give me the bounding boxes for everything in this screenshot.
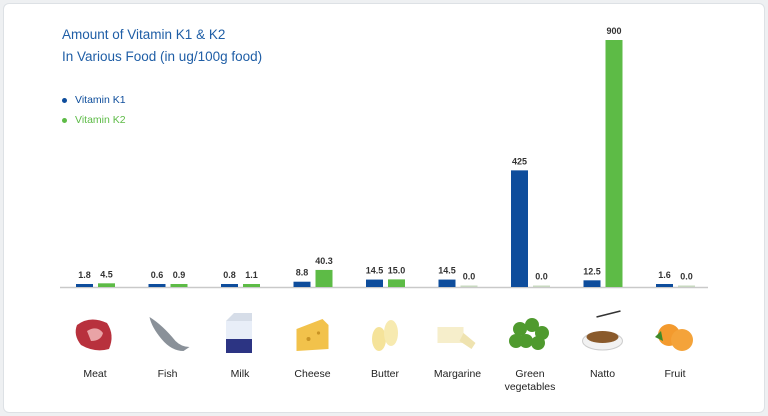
bar-k2 bbox=[605, 40, 623, 287]
data-label: 12.5 bbox=[583, 266, 601, 276]
chart-title: Amount of Vitamin K1 & K2 bbox=[62, 27, 226, 42]
category-label: Green vegetables bbox=[504, 368, 556, 393]
category-label: Fruit bbox=[664, 368, 686, 380]
data-label: 1.6 bbox=[658, 270, 671, 280]
bar-k2 bbox=[315, 269, 333, 287]
bar-k2 bbox=[388, 279, 405, 287]
bar-k2 bbox=[243, 284, 260, 287]
data-label: 0.9 bbox=[173, 270, 186, 280]
bar-k1 bbox=[438, 279, 456, 287]
data-label: 0.0 bbox=[463, 272, 476, 282]
data-label: 0.6 bbox=[151, 270, 164, 280]
category-label: Cheese bbox=[294, 368, 331, 380]
bar-k2 bbox=[170, 284, 188, 287]
data-label: 0.0 bbox=[680, 272, 693, 282]
legend-item-k1: Vitamin K1 bbox=[62, 94, 126, 106]
legend-label: Vitamin K2 bbox=[75, 114, 126, 126]
chart-subtitle: In Various Food (in ug/100g food) bbox=[62, 49, 263, 64]
data-label: 8.8 bbox=[296, 268, 309, 278]
butter-icon bbox=[372, 320, 398, 351]
bar-k1 bbox=[76, 284, 93, 287]
data-label: 1.8 bbox=[78, 270, 91, 280]
category-label: Natto bbox=[589, 368, 616, 380]
bar-k1 bbox=[511, 170, 528, 287]
meat-icon bbox=[75, 319, 112, 351]
data-label: 14.5 bbox=[366, 266, 384, 276]
category-label: Milk bbox=[230, 368, 250, 380]
bar-k2 bbox=[533, 285, 550, 287]
category-label: Butter bbox=[370, 368, 399, 380]
bar-k2 bbox=[460, 285, 478, 287]
data-label: 1.1 bbox=[245, 270, 258, 280]
bar-k1 bbox=[656, 284, 673, 287]
cheese-icon bbox=[296, 319, 329, 351]
natto-icon bbox=[582, 310, 623, 351]
category-label: Fish bbox=[157, 368, 178, 380]
green-vegetables-icon bbox=[509, 318, 549, 350]
legend-item-k2: Vitamin K2 bbox=[62, 114, 126, 126]
data-label: 4.5 bbox=[100, 269, 113, 279]
legend-swatch bbox=[62, 97, 67, 103]
data-label: 0.0 bbox=[535, 272, 548, 282]
data-label: 0.8 bbox=[223, 270, 236, 280]
data-label: 900 bbox=[606, 26, 621, 36]
data-label: 15.0 bbox=[388, 265, 406, 275]
legend-label: Vitamin K1 bbox=[75, 94, 126, 106]
bar-k1 bbox=[221, 284, 238, 287]
data-label: 425 bbox=[512, 156, 527, 166]
data-label: 14.5 bbox=[438, 266, 456, 276]
bar-k1 bbox=[583, 280, 601, 287]
bar-k2 bbox=[678, 285, 695, 287]
data-label: 40.3 bbox=[315, 256, 333, 266]
bar-k1 bbox=[366, 279, 383, 287]
bar-k1 bbox=[148, 284, 166, 287]
milk-icon bbox=[226, 313, 252, 353]
fish-icon bbox=[149, 317, 190, 351]
category-label: Margarine bbox=[433, 368, 482, 380]
fruit-icon bbox=[655, 324, 693, 351]
margarine-icon bbox=[437, 327, 476, 349]
bar-k2 bbox=[98, 283, 115, 287]
bar-k1 bbox=[293, 281, 311, 287]
category-label: Meat bbox=[83, 368, 107, 380]
legend-swatch bbox=[62, 117, 67, 123]
